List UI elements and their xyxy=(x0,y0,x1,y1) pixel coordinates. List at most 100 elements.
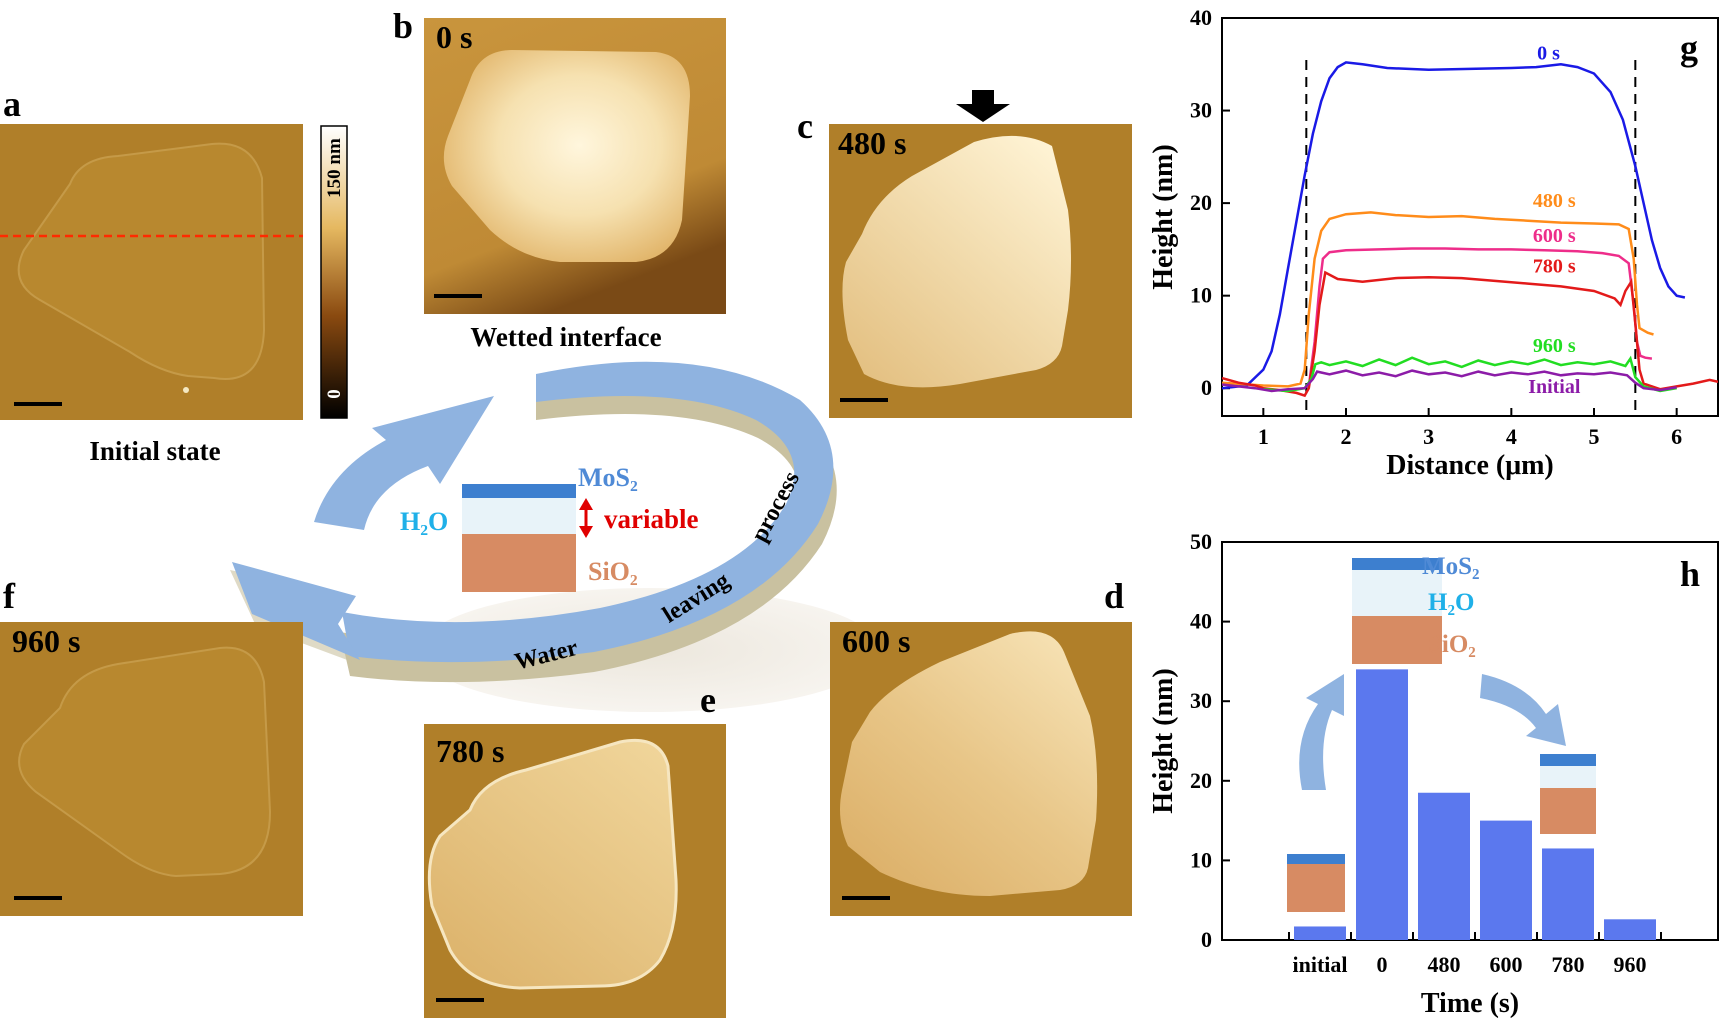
panel-c: c 480 s xyxy=(797,90,1132,418)
surface-particle xyxy=(183,387,189,393)
chart-g-xlabel: Distance (μm) xyxy=(1386,450,1554,481)
inset-stack-initial xyxy=(1287,854,1345,912)
chart-h-xlabel: Time (s) xyxy=(1421,988,1519,1019)
panel-letter-b: b xyxy=(393,6,413,46)
double-arrow-up-icon xyxy=(579,498,593,510)
double-arrow-down-icon xyxy=(579,526,593,538)
cycle-arc-right xyxy=(342,361,834,663)
scale-bar xyxy=(842,896,890,900)
scale-bar xyxy=(840,398,888,402)
y-tick-label: 30 xyxy=(1190,98,1212,123)
inset-stack-780s xyxy=(1540,754,1596,834)
x-tick-label: 6 xyxy=(1671,424,1682,449)
y-tick-label: 0 xyxy=(1201,927,1212,952)
bar-initial xyxy=(1294,926,1346,940)
panel-f: f 960 s xyxy=(0,576,303,916)
chart-g-height-profiles: g 1 2 3 4 5 6 0 10 20 30 40 0 s 480 s 600 s 780 s 960 … xyxy=(1148,5,1719,481)
y-tick-label: 40 xyxy=(1190,5,1212,30)
x-tick-label: 480 xyxy=(1428,952,1461,977)
scale-bar xyxy=(14,402,62,406)
colorbar-max-label: 150 nm xyxy=(324,138,345,198)
x-tick-label: 780 xyxy=(1552,952,1585,977)
cycle-arrow-top xyxy=(314,396,494,530)
time-label-600s: 600 s xyxy=(842,623,910,659)
inset-label-h2o: H₂O xyxy=(1428,589,1474,616)
panel-d: d 600 s xyxy=(830,576,1132,916)
stack-h2o-layer xyxy=(462,498,576,534)
time-label-960s: 960 s xyxy=(12,623,80,659)
panel-letter-a: a xyxy=(3,84,21,124)
stack-sio2-layer xyxy=(462,534,576,592)
bar-960 xyxy=(1604,919,1656,940)
colorbar-gradient xyxy=(320,125,348,419)
series-label: Initial xyxy=(1528,376,1581,398)
stack-label-sio2: SiO₂ xyxy=(588,557,638,586)
mos2-flake-0s xyxy=(443,50,690,262)
bar-0 xyxy=(1356,669,1408,940)
panel-letter-f: f xyxy=(3,576,16,616)
mos2-flake-initial xyxy=(17,142,266,380)
water-leaving-cycle: Water leaving process MoS₂ H₂O SiO₂ vari… xyxy=(230,361,880,712)
panel-b: b 0 s Wetted interface xyxy=(393,6,726,352)
x-tick-label: initial xyxy=(1292,952,1347,977)
down-arrow-icon xyxy=(956,90,1010,122)
series-label: 480 s xyxy=(1533,190,1576,212)
panel-letter-e: e xyxy=(700,680,716,720)
chart-h-height-vs-time: h 0 10 20 30 40 50 initial 0 480 600 780 960 MoS₂ … xyxy=(1148,529,1719,1019)
caption-initial-state: Initial state xyxy=(89,436,220,466)
stack-mos2-layer xyxy=(462,484,576,498)
series-line-960-s xyxy=(1263,355,1677,393)
stack-label-mos2: MoS₂ xyxy=(578,463,638,492)
y-tick-label: 20 xyxy=(1190,190,1212,215)
series-label: 780 s xyxy=(1533,256,1576,278)
y-tick-label: 30 xyxy=(1190,688,1212,713)
y-tick-label: 20 xyxy=(1190,768,1212,793)
y-tick-label: 0 xyxy=(1201,375,1212,400)
bar-480 xyxy=(1418,792,1470,940)
panel-a: a Initial state xyxy=(0,84,303,466)
x-tick-label: 3 xyxy=(1423,424,1434,449)
mos2-flake-600s xyxy=(840,631,1098,896)
series-label: 0 s xyxy=(1537,43,1560,65)
stack-label-variable: variable xyxy=(604,504,699,534)
time-label-480s: 480 s xyxy=(838,125,906,161)
y-tick-label: 40 xyxy=(1190,609,1212,634)
panel-letter-g: g xyxy=(1680,28,1698,68)
chart-g-ylabel: Height (nm) xyxy=(1148,144,1179,289)
bar-780 xyxy=(1542,848,1594,940)
x-tick-label: 960 xyxy=(1614,952,1647,977)
x-tick-label: 4 xyxy=(1506,424,1517,449)
colorbar: 150 nm 0 xyxy=(320,125,348,419)
panel-letter-c: c xyxy=(797,106,813,146)
inset-label-mos2: MoS₂ xyxy=(1422,553,1480,580)
x-tick-label: 600 xyxy=(1490,952,1523,977)
x-tick-label: 0 xyxy=(1377,952,1388,977)
series-line-0-s xyxy=(1222,61,1686,390)
panel-e: e 780 s xyxy=(424,680,726,1018)
series-line-480-s xyxy=(1222,211,1654,388)
time-label-780s: 780 s xyxy=(436,733,504,769)
x-tick-label: 1 xyxy=(1258,424,1269,449)
y-tick-label: 10 xyxy=(1190,283,1212,308)
inset-stack-0s: MoS₂ H₂O SiO₂ xyxy=(1352,553,1480,664)
series-line-780-s xyxy=(1222,270,1718,398)
inset-label-sio2: SiO₂ xyxy=(1428,631,1476,658)
chart-h-ylabel: Height (nm) xyxy=(1148,668,1179,813)
mos2-flake-960s xyxy=(18,646,272,878)
panel-letter-d: d xyxy=(1104,576,1124,616)
series-label: 960 s xyxy=(1533,335,1576,357)
panel-letter-h: h xyxy=(1680,554,1700,594)
y-tick-label: 50 xyxy=(1190,529,1212,554)
scale-bar xyxy=(434,294,482,298)
series-line-initial xyxy=(1222,369,1677,393)
bar-600 xyxy=(1480,820,1532,940)
mos2-flake-480s xyxy=(842,135,1071,388)
series-label: 600 s xyxy=(1533,225,1576,247)
x-tick-label: 2 xyxy=(1341,424,1352,449)
x-tick-label: 5 xyxy=(1589,424,1600,449)
caption-wetted-interface: Wetted interface xyxy=(470,322,661,352)
chart-g-frame xyxy=(1221,17,1719,417)
scale-bar xyxy=(14,896,62,900)
y-tick-label: 10 xyxy=(1190,847,1212,872)
